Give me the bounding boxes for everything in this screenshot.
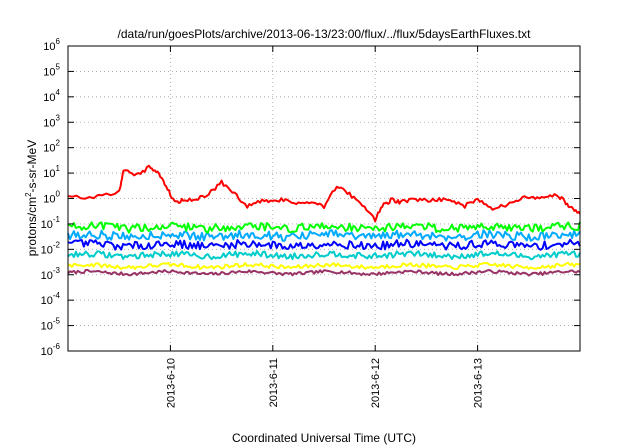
y-tick-label: 10-1 [41, 215, 61, 231]
y-axis-label-sup: 2 [24, 192, 33, 197]
grid [68, 46, 580, 351]
y-tick-label: 10-6 [41, 342, 61, 358]
x-tick-label: 2013-6-13 [473, 358, 485, 408]
x-axis-label: Coordinated Universal Time (UTC) [232, 431, 416, 445]
y-tick-label: 102 [43, 139, 60, 155]
flux-series-line [67, 250, 581, 261]
x-tick-label: 2013-6-10 [165, 358, 177, 408]
x-tick-label: 2013-6-11 [268, 358, 280, 407]
flux-series-line [67, 238, 581, 251]
y-tick-label: 103 [43, 113, 60, 129]
flux-series-line [67, 229, 581, 242]
y-tick-label: 10-2 [41, 240, 61, 256]
flux-series-line [67, 269, 581, 277]
y-tick-label: 104 [43, 88, 60, 104]
series-layer [67, 164, 581, 277]
flux-series-line [67, 221, 581, 234]
y-axis-label-rest: -s-sr-MeV [25, 140, 39, 193]
y-axis-label-base: protons/cm [25, 197, 39, 256]
y-tick-label: 10-5 [41, 317, 61, 333]
y-axis: 10-6 10-5 10-4 10-3 10-2 10-1 100 101 102 103 104 1… [41, 37, 580, 358]
y-axis-label: protons/cm2-s-sr-MeV [24, 140, 39, 256]
y-tick-label: 101 [43, 164, 60, 180]
x-axis: 2013-6-10 2013-6-11 2013-6-12 2013-6-13 [165, 46, 485, 408]
flux-series-line [67, 164, 581, 223]
x-tick-label: 2013-6-12 [370, 358, 382, 408]
y-tick-label: 10-3 [41, 266, 61, 282]
y-tick-label: 100 [43, 190, 60, 206]
flux-series-line [67, 261, 580, 271]
y-tick-label: 10-4 [41, 291, 61, 307]
chart-title: /data/run/goesPlots/archive/2013-06-13/2… [118, 27, 532, 41]
y-tick-label: 106 [43, 37, 60, 53]
y-tick-label: 105 [43, 62, 60, 78]
